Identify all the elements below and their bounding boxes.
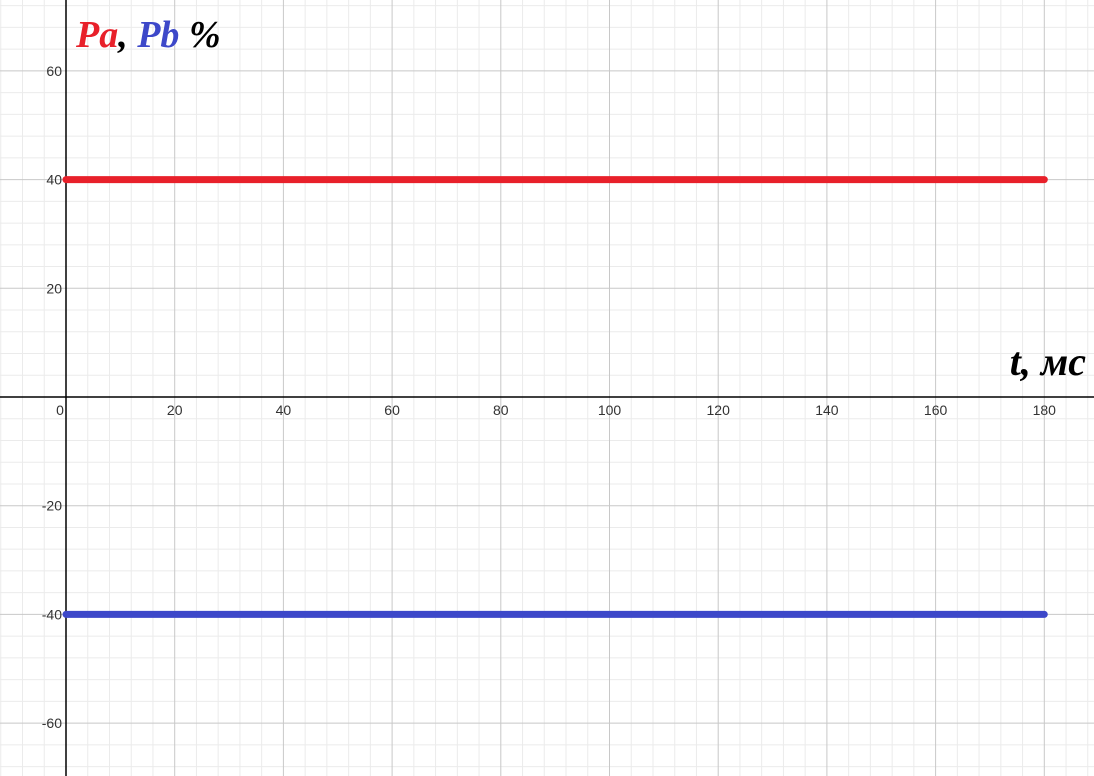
tick-labels: 0 20 40 60 80 100 120 140 160 180 -60 -40 -20 20 40 60 — [42, 63, 1056, 731]
y-tick-label: 20 — [46, 280, 62, 296]
y-axis-title: Pa, Pb % — [76, 16, 221, 54]
y-axis-title-part: % — [179, 14, 221, 56]
x-tick-label: 20 — [167, 402, 183, 418]
x-tick-label: 120 — [707, 402, 731, 418]
x-tick-label: 40 — [276, 402, 292, 418]
x-tick-label: 60 — [384, 402, 400, 418]
y-tick-label: 60 — [46, 63, 62, 79]
y-axis-title-part: Pb — [137, 14, 180, 56]
x-tick-label: 100 — [598, 402, 622, 418]
y-tick-label: -40 — [42, 606, 62, 622]
x-tick-label: 160 — [924, 402, 948, 418]
y-axis-title-part: , — [118, 14, 138, 56]
x-tick-label: 80 — [493, 402, 509, 418]
x-axis-title: t, мс — [1009, 339, 1086, 384]
x-tick-label: 0 — [56, 402, 64, 418]
x-tick-label: 140 — [815, 402, 839, 418]
y-tick-label: -20 — [42, 498, 62, 514]
series-layer — [62, 176, 1048, 618]
y-tick-label: 40 — [46, 172, 62, 188]
x-tick-label: 180 — [1033, 402, 1057, 418]
y-axis-title-part: Pa — [76, 14, 119, 56]
y-tick-label: -60 — [42, 715, 62, 731]
